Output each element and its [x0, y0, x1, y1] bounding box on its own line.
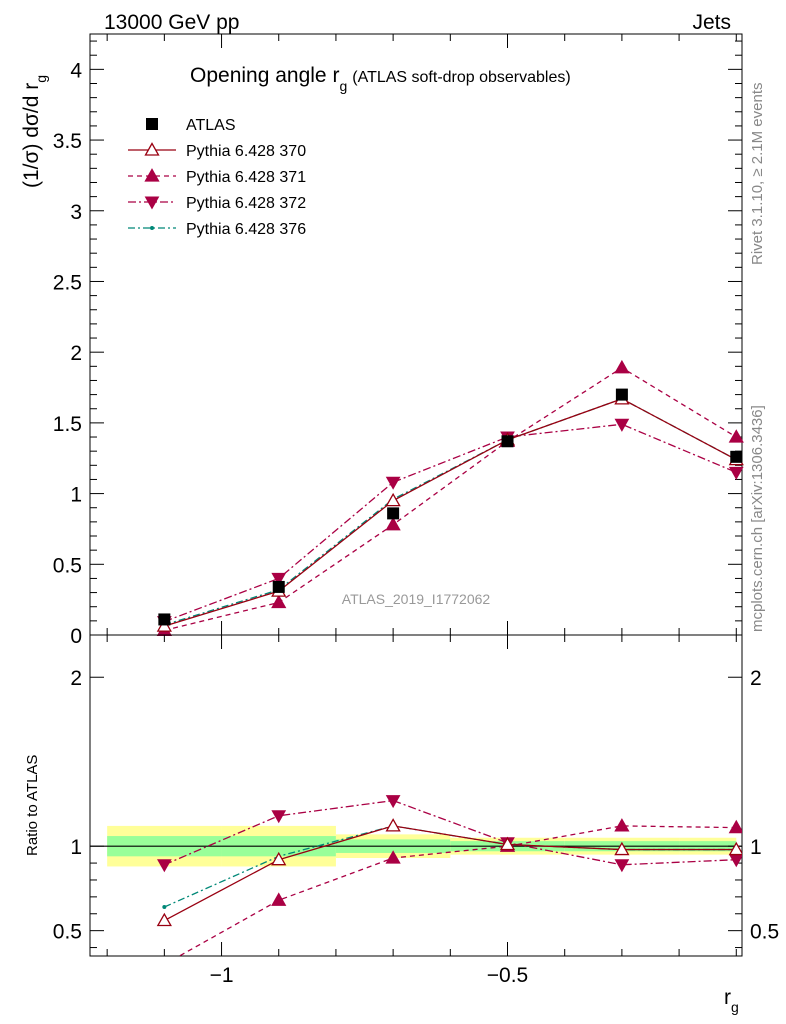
data-point	[385, 795, 401, 809]
legend-entry: Pythia 6.428 371	[128, 168, 306, 186]
main-x-ticks	[106, 34, 737, 635]
ratio-series-pythia-6-428-371	[158, 818, 742, 970]
x-tick-label: −0.5	[487, 964, 528, 987]
main-panel: 0 0.5 1 1.5 2 2.5 3 3.5 4 (1/σ) dσ/d rg Opening …	[20, 33, 744, 648]
y-tick-label: 1	[70, 484, 82, 507]
data-point	[271, 810, 287, 824]
main-y-ticks: 0 0.5 1 1.5 2 2.5 3 3.5 4	[53, 40, 742, 648]
legend-marker	[144, 196, 160, 210]
legend-marker	[144, 168, 160, 182]
y-tick-label: 3.5	[53, 130, 82, 153]
series-line	[164, 366, 737, 631]
rivet-version-label: Rivet 3.1.10, ≥ 2.1M events	[749, 83, 766, 266]
y-tick-label: 0.5	[53, 921, 82, 944]
ratio-series	[156, 795, 742, 970]
data-point	[499, 836, 516, 851]
data-point	[272, 580, 285, 593]
series-line	[178, 825, 737, 956]
series-line	[164, 398, 737, 627]
data-point	[271, 572, 287, 586]
data-point	[158, 613, 171, 626]
process-label: Jets	[692, 11, 731, 34]
y-tick-label-right: 0.5	[750, 921, 779, 944]
y-tick-label: 3	[70, 201, 82, 224]
mcplots-url-label: mcplots.cern.ch [arXiv:1306.3436]	[749, 405, 766, 632]
legend-marker	[150, 226, 154, 230]
y-tick-label: 4	[70, 59, 82, 82]
data-point	[162, 905, 167, 910]
data-point	[271, 851, 287, 866]
data-point	[728, 429, 744, 443]
y-tick-label: 2	[70, 667, 82, 690]
legend-entry: Pythia 6.428 372	[128, 195, 306, 212]
legend-label: Pythia 6.428 371	[186, 169, 306, 186]
legend-marker	[144, 142, 160, 156]
series-atlas	[158, 388, 743, 626]
series-pythia-6-428-372	[156, 418, 744, 630]
y-tick-label: 1.5	[53, 413, 82, 436]
y-tick-label: 2	[70, 342, 82, 365]
data-point	[156, 912, 172, 927]
data-point	[614, 818, 630, 832]
series-line	[164, 423, 737, 623]
data-point	[728, 819, 742, 834]
ratio-series-pythia-6-428-370	[156, 818, 742, 927]
ratio-y-ticks: 0.5 0.5 1 1 2 2	[53, 667, 779, 949]
data-point	[385, 818, 401, 832]
data-point	[614, 359, 630, 374]
legend-label: Pythia 6.428 376	[186, 221, 306, 238]
data-point	[385, 516, 401, 531]
y-tick-label-right: 2	[750, 667, 762, 690]
legend-marker	[146, 118, 158, 130]
x-axis-label: rg	[724, 986, 739, 1015]
ratio-x-ticks: −1 −0.5	[106, 635, 737, 987]
data-point	[615, 388, 628, 401]
data-point	[728, 466, 744, 480]
data-point	[614, 841, 630, 856]
ratio-series-clipped	[156, 795, 742, 970]
data-point	[385, 850, 401, 864]
analysis-watermark: ATLAS_2019_I1772062	[342, 591, 491, 607]
data-point	[728, 841, 742, 856]
y-tick-label-right: 1	[750, 836, 762, 859]
legend-entry: ATLAS	[146, 117, 236, 134]
chart-title: Opening angle rg (ATLAS soft-drop observa…	[190, 64, 571, 94]
data-point	[271, 594, 287, 609]
main-y-axis-label: (1/σ) dσ/d rg	[20, 75, 49, 188]
legend-entry: Pythia 6.428 370	[128, 142, 306, 160]
legend-label: ATLAS	[186, 117, 236, 134]
ratio-panel: 0.5 0.5 1 1 2 2 −1 −0.5 Ratio to ATLAS rg	[24, 634, 779, 1015]
ratio-y-axis-label: Ratio to ATLAS	[24, 755, 41, 856]
data-point	[156, 859, 172, 873]
legend: ATLAS Pythia 6.428 370 Pythia 6.428 371 Pyt…	[128, 117, 306, 238]
y-tick-label: 2.5	[53, 271, 82, 294]
data-point	[158, 958, 171, 970]
data-point	[387, 507, 400, 520]
data-point	[501, 435, 514, 448]
data-point	[614, 418, 630, 432]
x-tick-label: −1	[210, 964, 234, 987]
ratio-bands	[90, 825, 742, 867]
data-point	[385, 476, 401, 490]
y-tick-label: 1	[70, 836, 82, 859]
ratio-panel-frame	[89, 634, 743, 957]
main-series	[156, 359, 744, 636]
data-point	[385, 492, 401, 507]
energy-label: 13000 GeV pp	[104, 11, 239, 34]
series-line	[164, 799, 737, 866]
data-point	[614, 859, 630, 873]
y-tick-label: 0	[70, 625, 82, 648]
legend-entry: Pythia 6.428 376	[128, 221, 306, 238]
series-line	[164, 825, 737, 922]
y-tick-label: 0.5	[53, 554, 82, 577]
legend-label: Pythia 6.428 370	[186, 143, 306, 160]
data-point	[271, 892, 287, 906]
data-point	[730, 450, 743, 463]
legend-label: Pythia 6.428 372	[186, 195, 306, 212]
